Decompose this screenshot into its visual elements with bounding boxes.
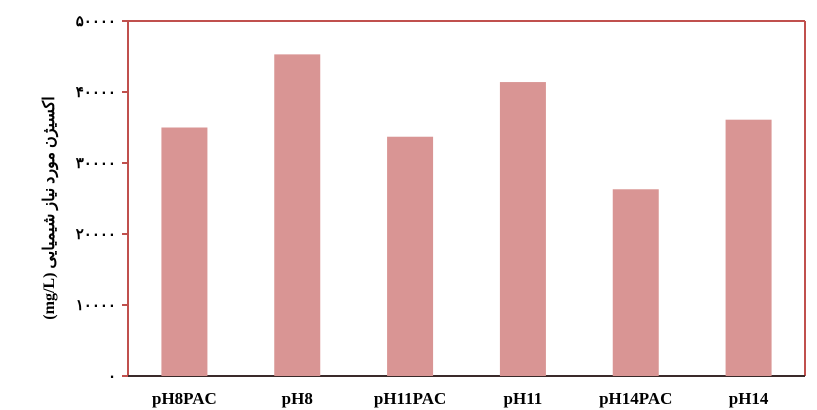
- bar-ph8: [274, 54, 321, 377]
- y-axis-ticks: ۰ ۱۰۰۰۰ ۲۰۰۰۰ ۳۰۰۰۰ ۴۰۰۰۰ ۵۰۰۰۰: [76, 12, 128, 385]
- y-tick-label: ۱۰۰۰۰: [76, 296, 116, 314]
- x-axis-categories: pH8PAC pH8 pH11PAC pH11 pH14PAC pH14: [152, 389, 769, 408]
- bars-group: [161, 54, 772, 377]
- bar-ph14pac: [612, 189, 659, 376]
- bar-ph8pac: [161, 127, 208, 376]
- y-tick-label: ۰: [108, 367, 116, 385]
- x-category-label: pH8PAC: [152, 389, 217, 408]
- y-axis-title: اکسیژن مورد نیاز شیمیایی (mg/L): [41, 96, 59, 319]
- x-category-label: pH11: [504, 389, 543, 408]
- y-tick-label: ۴۰۰۰۰: [76, 83, 116, 101]
- x-category-label: pH8: [282, 389, 313, 408]
- y-tick-label: ۲۰۰۰۰: [76, 225, 116, 243]
- bar-ph11: [499, 82, 546, 376]
- bar-ph14: [725, 119, 772, 376]
- y-tick-label: ۳۰۰۰۰: [76, 154, 116, 172]
- x-category-label: pH14PAC: [599, 389, 672, 408]
- bar-ph11pac: [387, 136, 434, 376]
- y-tick-label: ۵۰۰۰۰: [76, 12, 116, 30]
- x-category-label: pH14: [729, 389, 769, 408]
- x-category-label: pH11PAC: [374, 389, 446, 408]
